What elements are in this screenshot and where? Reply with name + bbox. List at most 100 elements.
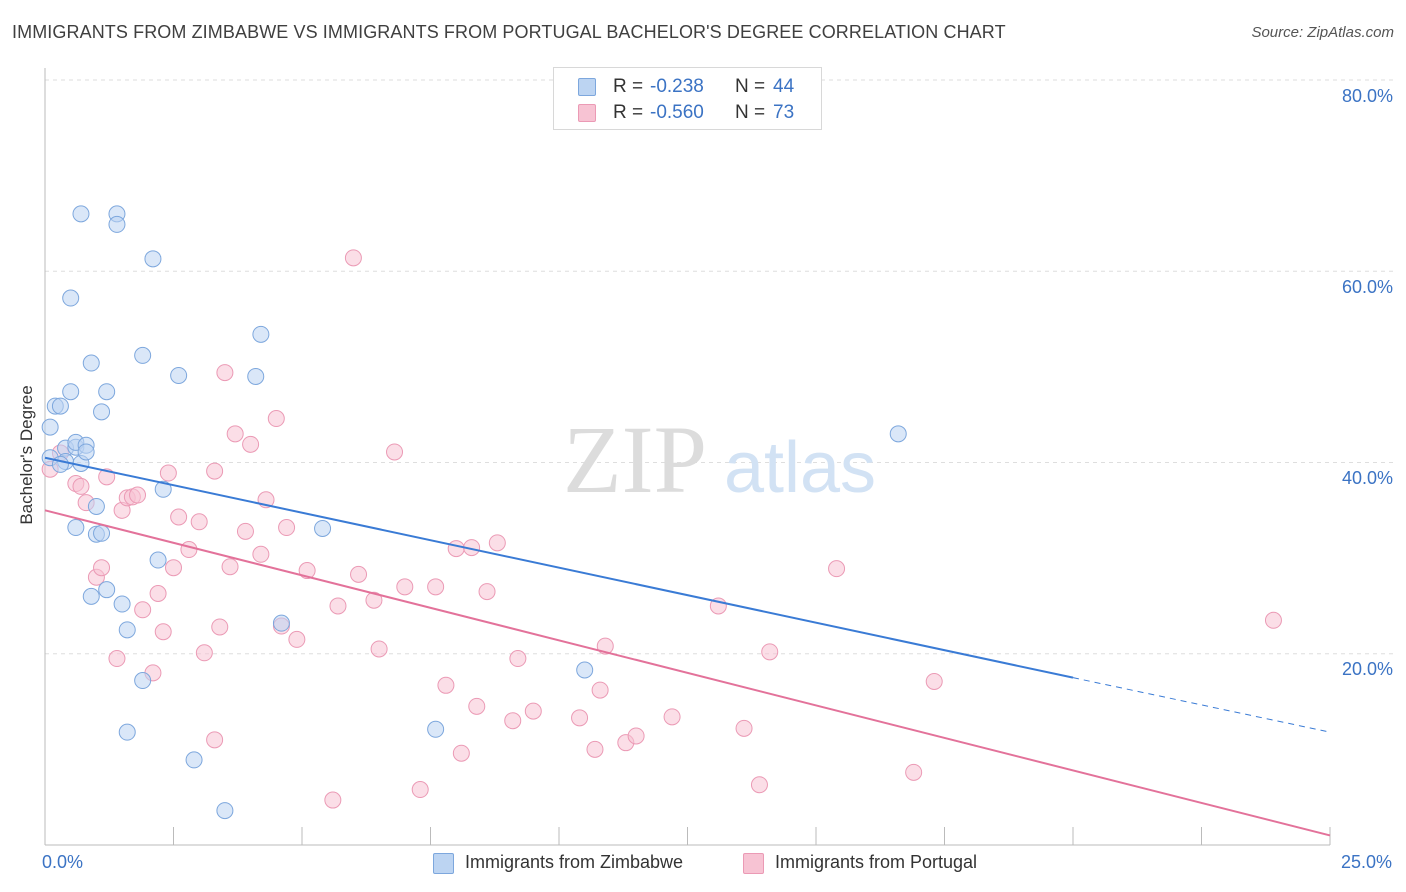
zimbabwe-trend-line: [44, 456, 1074, 679]
portugal-point: [170, 508, 188, 526]
portugal-point: [386, 443, 404, 461]
portugal-point: [108, 650, 126, 668]
portugal-point: [478, 583, 496, 601]
portugal-points: [41, 249, 1282, 809]
portugal-point: [206, 462, 224, 480]
chart-title: IMMIGRANTS FROM ZIMBABWE VS IMMIGRANTS F…: [12, 22, 1006, 42]
portugal-point: [165, 559, 182, 577]
portugal-point: [627, 727, 645, 745]
zimbabwe-point: [118, 621, 136, 639]
portugal-point: [350, 565, 368, 583]
portugal-point: [267, 410, 285, 428]
watermark-zip: ZIP: [563, 406, 707, 513]
y-tick-20: 20.0%: [1341, 659, 1393, 679]
zimbabwe-point: [113, 595, 131, 613]
zimbabwe-point: [576, 661, 594, 679]
zimbabwe-point: [51, 397, 69, 415]
portugal-point: [221, 558, 239, 576]
portugal-point: [134, 601, 152, 619]
portugal-point: [288, 630, 306, 648]
portugal-point: [411, 781, 429, 799]
zimbabwe-point: [77, 443, 95, 461]
y-tick-80: 80.0%: [1341, 86, 1393, 106]
source-label: Source: ZipAtlas.com: [1251, 24, 1394, 41]
portugal-point: [468, 697, 486, 715]
portugal-point: [370, 640, 388, 658]
zimbabwe-point: [144, 250, 162, 268]
portugal-point: [905, 763, 923, 781]
portugal-point: [761, 643, 779, 661]
portugal-legend-swatch: [743, 853, 764, 874]
portugal-point: [252, 545, 270, 563]
portugal-point: [298, 562, 316, 580]
r-label: R =: [613, 76, 644, 97]
zimbabwe-point: [134, 346, 152, 364]
portugal-point: [72, 477, 90, 495]
portugal-point: [242, 435, 260, 453]
zimbabwe-point: [72, 205, 90, 223]
portugal-point: [925, 672, 943, 690]
x-tick-max: 25.0%: [1340, 852, 1392, 872]
portugal-point: [750, 776, 768, 794]
zimbabwe-point: [252, 325, 270, 343]
zimbabwe-point: [247, 367, 265, 385]
portugal-point: [509, 650, 527, 668]
portugal-point: [437, 676, 455, 694]
portugal-swatch: [578, 104, 596, 122]
zimbabwe-legend-swatch: [433, 853, 454, 874]
portugal-point: [586, 740, 604, 758]
zimbabwe-point: [154, 480, 172, 498]
n-value: 73: [773, 102, 795, 123]
watermark-atlas: atlas: [724, 428, 876, 508]
zimbabwe-point: [82, 354, 100, 372]
zimbabwe-trend-extension: [1072, 677, 1331, 733]
stats-legend: R = -0.238 N = 44 R = -0.560 N = 73: [553, 67, 822, 130]
portugal-point: [93, 559, 111, 577]
zimbabwe-point: [62, 289, 80, 307]
zimbabwe-point: [118, 723, 136, 741]
zimbabwe-point: [93, 403, 111, 421]
n-label: N =: [735, 102, 766, 123]
portugal-point: [365, 591, 383, 609]
portugal-point: [216, 364, 234, 382]
zimbabwe-point: [185, 751, 203, 769]
portugal-point: [129, 486, 147, 504]
portugal-point: [149, 585, 167, 603]
portugal-point: [159, 464, 177, 482]
portugal-point: [1264, 611, 1282, 629]
x-tick-min: 0.0%: [42, 852, 84, 872]
portugal-point: [226, 425, 244, 443]
r-label: R =: [613, 102, 644, 123]
portugal-trend-line: [44, 509, 1331, 837]
y-axis-label: Bachelor's Degree: [17, 385, 36, 525]
zimbabwe-point: [272, 614, 290, 632]
portugal-point: [735, 719, 753, 737]
portugal-point: [427, 578, 445, 596]
portugal-point: [447, 540, 465, 558]
r-value: -0.560: [650, 102, 704, 123]
zimbabwe-point: [216, 802, 234, 820]
portugal-point: [524, 702, 542, 720]
r-value: -0.238: [650, 76, 704, 97]
zimbabwe-point: [93, 524, 111, 542]
zimbabwe-point: [98, 581, 116, 599]
zimbabwe-point: [87, 497, 105, 515]
y-tick-60: 60.0%: [1341, 277, 1393, 297]
portugal-point: [571, 709, 589, 727]
portugal-point: [828, 560, 846, 578]
portugal-point: [180, 541, 198, 559]
portugal-legend-label: Immigrants from Portugal: [775, 852, 978, 872]
n-label: N =: [735, 76, 766, 97]
trend-lines: [44, 456, 1331, 837]
zimbabwe-point: [134, 672, 152, 690]
portugal-point: [452, 744, 470, 762]
portugal-point: [195, 644, 213, 662]
portugal-point: [504, 712, 522, 730]
n-value: 44: [773, 76, 795, 97]
zimbabwe-points: [41, 205, 907, 820]
zimbabwe-legend-label: Immigrants from Zimbabwe: [465, 852, 684, 872]
zimbabwe-swatch: [578, 78, 596, 96]
zimbabwe-point: [427, 720, 445, 738]
zimbabwe-point: [108, 215, 126, 233]
